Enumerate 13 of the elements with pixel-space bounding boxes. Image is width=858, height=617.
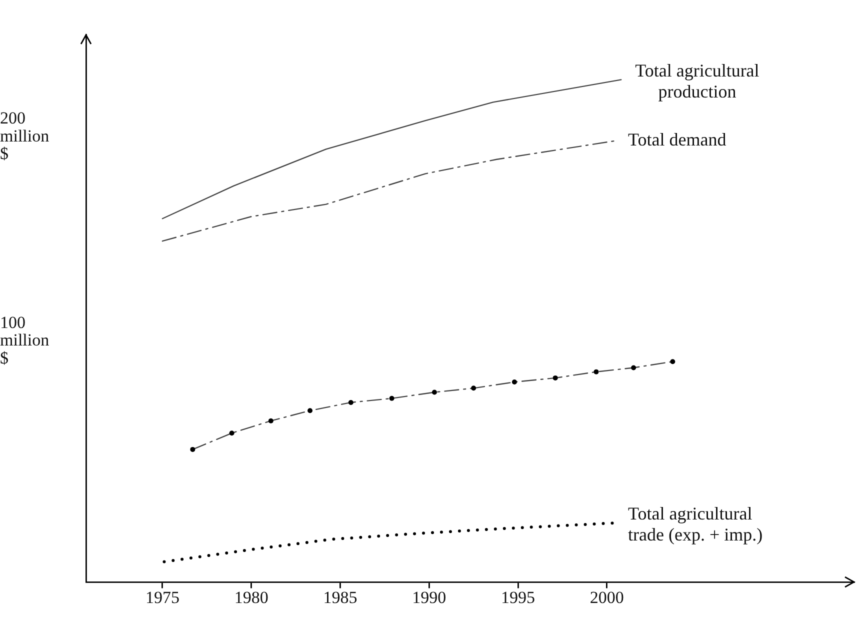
- x-tick-label: 1995: [501, 588, 535, 607]
- y-tick-label: 100 million $: [0, 312, 50, 368]
- series-label: Total demand: [628, 130, 726, 150]
- y-tick-label: 200 million $: [0, 108, 50, 164]
- series-label: Total agricultural production: [635, 60, 760, 102]
- x-tick-label: 2000: [590, 588, 624, 607]
- x-tick-label: 1980: [234, 588, 268, 607]
- series-label: Total agricultural trade (exp. + imp.): [628, 504, 763, 545]
- x-tick-label: 1985: [323, 588, 358, 607]
- x-tick-label: 1990: [412, 588, 446, 607]
- line-series: [162, 521, 616, 564]
- line-series: [162, 140, 615, 242]
- x-tick-label: 1975: [145, 588, 180, 607]
